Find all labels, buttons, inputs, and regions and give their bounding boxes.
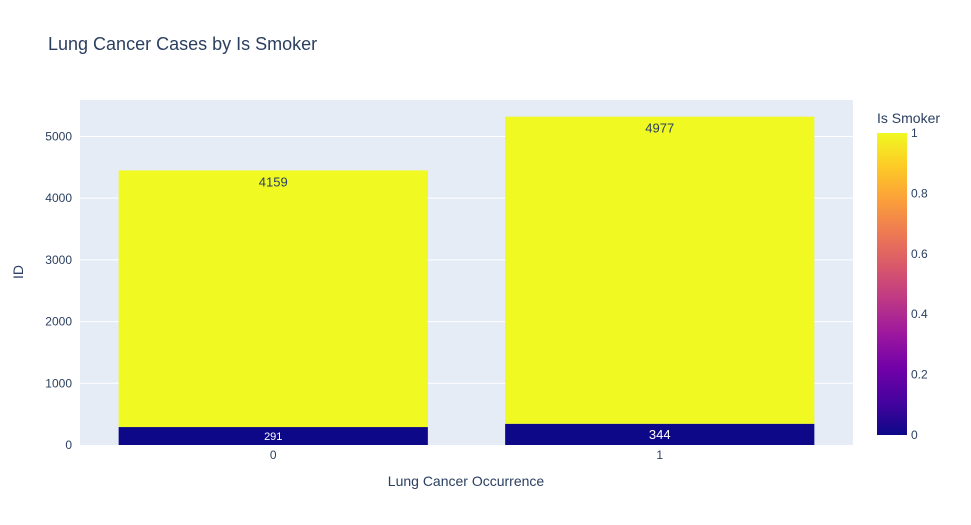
bar-value-label: 4159 [259,174,288,189]
y-tick-label: 3000 [45,253,72,267]
colorbar-tick-label: 0.4 [911,307,928,321]
y-tick-label: 2000 [45,315,72,329]
bars [118,116,815,445]
colorbar-tick-label: 0.8 [911,186,928,200]
bar-value-label: 4977 [645,121,674,136]
y-tick-label: 1000 [45,376,72,390]
bar [505,423,815,445]
bar-value-label: 291 [264,431,282,443]
bar [505,116,815,424]
x-tick-label: 0 [270,448,277,462]
x-axis-title: Lung Cancer Occurrence [388,473,545,489]
colorbar-title: Is Smoker [877,110,940,126]
colorbar-tick-label: 0 [911,428,918,442]
y-tick-label: 0 [65,438,72,452]
colorbar-tick-label: 0.2 [911,368,928,382]
y-tick-label: 5000 [45,129,72,143]
colorbar-ticks: 0 0.2 0.4 0.6 0.8 1 [911,126,928,442]
bar [118,427,428,445]
y-tick-label: 4000 [45,191,72,205]
bar [118,170,428,428]
colorbar [877,133,907,435]
y-axis-ticks: 0 1000 2000 3000 4000 5000 [45,129,72,452]
data-labels: 291 4159 344 4977 [259,121,674,443]
bar-value-label: 344 [649,427,671,442]
colorbar-tick-label: 0.6 [911,247,928,261]
colorbar-tick-label: 1 [911,126,918,140]
chart-title: Lung Cancer Cases by Is Smoker [48,34,317,54]
x-tick-label: 1 [656,448,663,462]
y-axis-title: ID [10,265,26,279]
